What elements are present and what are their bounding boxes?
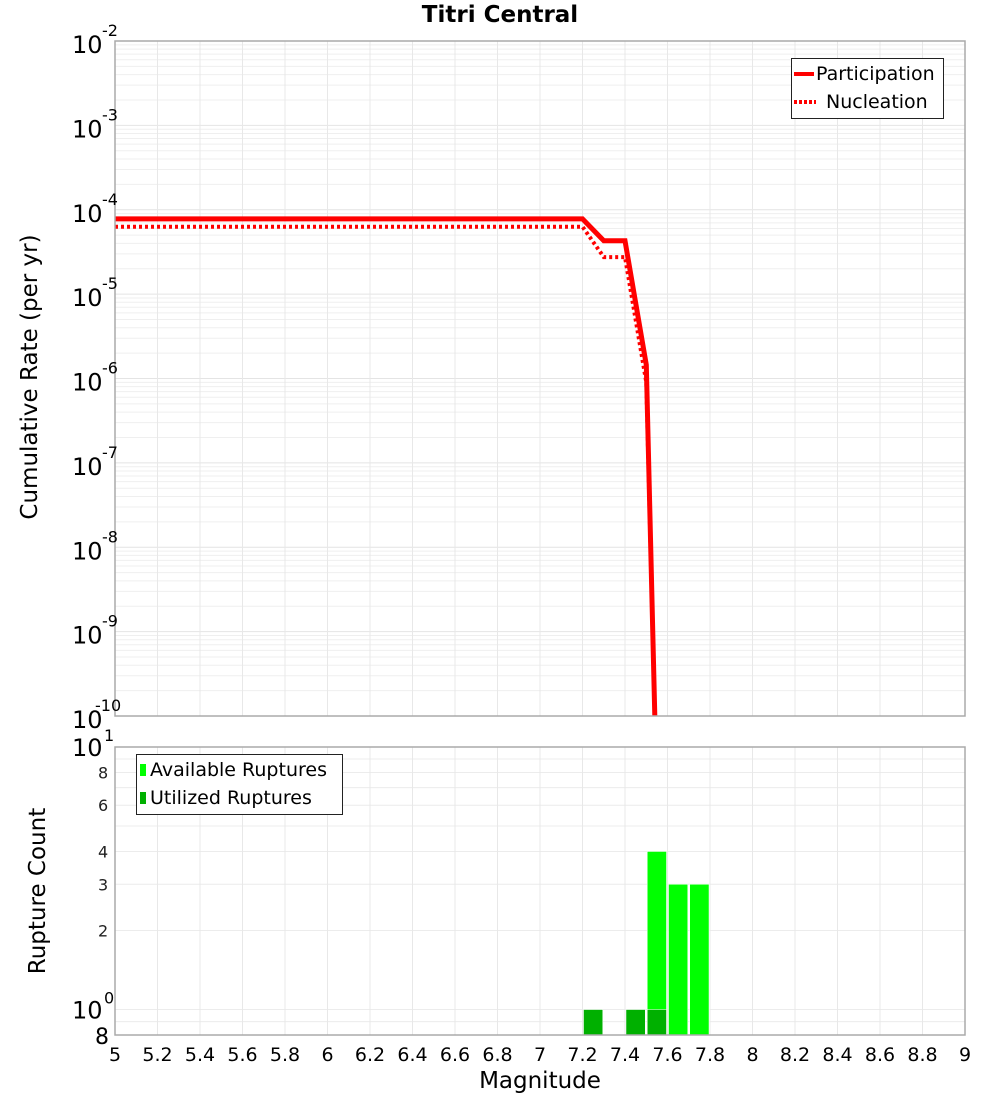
legend-label: Utilized Ruptures — [150, 787, 312, 809]
x-tick-label: 6.4 — [397, 1044, 427, 1066]
svg-text:-7: -7 — [102, 443, 118, 462]
top-plot-area: 10-210-310-410-510-610-710-810-910-10 — [72, 21, 966, 734]
svg-text:-5: -5 — [102, 274, 118, 293]
utilized-bar — [647, 1009, 667, 1036]
x-tick-label: 9 — [959, 1044, 971, 1066]
x-axis-label: Magnitude — [479, 1068, 601, 1094]
x-tick-label: 5.6 — [227, 1044, 257, 1066]
top-y-axis-label: Cumulative Rate (per yr) — [17, 234, 43, 520]
top-y-tick-label: 10 — [72, 31, 103, 59]
top-legend: Participation Nucleation — [791, 58, 944, 119]
utilized-swatch-icon — [140, 792, 146, 804]
available-bar — [668, 884, 688, 1036]
available-bar — [647, 851, 667, 1036]
available-swatch-icon — [140, 764, 146, 776]
top-y-tick-label: 10 — [72, 706, 103, 734]
x-tick-label: 6.6 — [440, 1044, 470, 1066]
x-tick-label: 6 — [321, 1044, 333, 1066]
utilized-bar — [583, 1009, 603, 1036]
x-tick-label: 7 — [534, 1044, 546, 1066]
top-y-tick-label: 10 — [72, 115, 103, 143]
legend-item-utilized: Utilized Ruptures — [137, 784, 342, 812]
legend-item-nucleation: Nucleation — [792, 88, 943, 116]
available-bar — [689, 884, 710, 1036]
svg-text:8: 8 — [95, 1025, 109, 1050]
bottom-y-axis-label: Rupture Count — [25, 807, 51, 975]
solid-line-swatch-icon — [794, 72, 814, 76]
svg-text:1: 1 — [104, 726, 114, 745]
bottom-y-tick-label: 4 — [98, 842, 108, 861]
x-tick-label: 8.6 — [865, 1044, 895, 1066]
top-y-tick-label: 10 — [72, 537, 103, 565]
x-tick-label: 7.4 — [610, 1044, 640, 1066]
legend-item-available: Available Ruptures — [137, 756, 342, 784]
legend-item-participation: Participation — [792, 60, 943, 88]
x-tick-label: 5.4 — [185, 1044, 215, 1066]
bottom-y-tick-label: 3 — [98, 875, 108, 894]
x-tick-label: 8.8 — [907, 1044, 937, 1066]
x-tick-label: 7.8 — [695, 1044, 725, 1066]
x-tick-label: 6.8 — [482, 1044, 512, 1066]
legend-label: Nucleation — [826, 91, 928, 113]
svg-text:-10: -10 — [95, 696, 121, 715]
x-tick-label: 5.2 — [142, 1044, 172, 1066]
svg-text:0: 0 — [104, 989, 114, 1008]
legend-label: Participation — [816, 63, 935, 85]
x-tick-label: 5 — [109, 1044, 121, 1066]
svg-text:10: 10 — [72, 997, 103, 1025]
legend-label: Available Ruptures — [150, 759, 327, 781]
svg-text:-6: -6 — [102, 359, 118, 378]
dotted-line-swatch-icon — [794, 100, 816, 104]
bottom-y-tick-label: 6 — [98, 796, 108, 815]
top-y-tick-label: 10 — [72, 453, 103, 481]
top-y-tick-label: 10 — [72, 284, 103, 312]
x-tick-label: 7.2 — [567, 1044, 597, 1066]
top-y-tick-label: 10 — [72, 369, 103, 397]
svg-text:-9: -9 — [102, 612, 118, 631]
nucleation-line — [115, 224, 657, 716]
svg-text:-3: -3 — [102, 105, 118, 124]
top-y-tick-label: 10 — [72, 200, 103, 228]
x-tick-label: 7.6 — [652, 1044, 682, 1066]
x-tick-label: 5.8 — [270, 1044, 300, 1066]
x-tick-label: 8.4 — [822, 1044, 852, 1066]
svg-text:-2: -2 — [102, 21, 118, 40]
bottom-y-tick-label: 8 — [98, 763, 108, 782]
x-tick-label: 8 — [746, 1044, 758, 1066]
top-y-tick-label: 10 — [72, 622, 103, 650]
bottom-y-tick-label: 2 — [98, 922, 108, 941]
svg-text:10: 10 — [72, 734, 103, 762]
svg-text:-8: -8 — [102, 527, 118, 546]
bottom-legend: Available Ruptures Utilized Ruptures — [136, 754, 343, 815]
x-tick-label: 8.2 — [780, 1044, 810, 1066]
svg-text:-4: -4 — [102, 190, 118, 209]
participation-line — [115, 216, 658, 716]
utilized-bar — [625, 1009, 646, 1036]
chart-title: Titri Central — [421, 2, 579, 28]
x-tick-label: 6.2 — [355, 1044, 385, 1066]
